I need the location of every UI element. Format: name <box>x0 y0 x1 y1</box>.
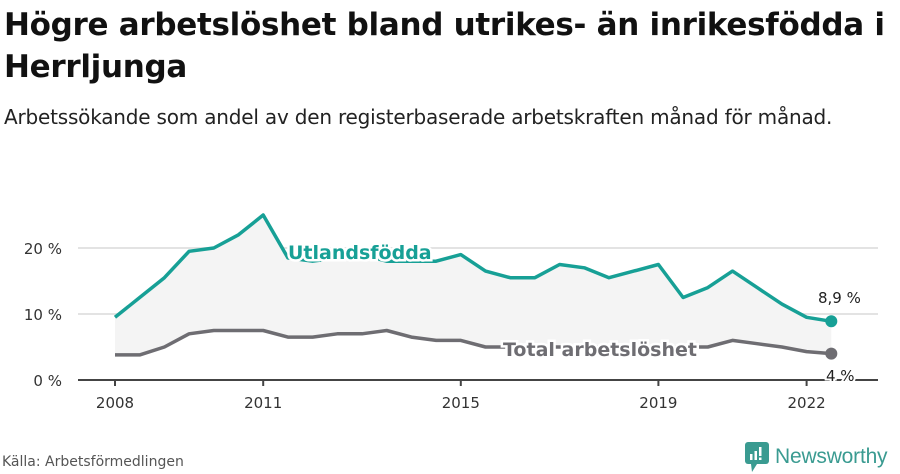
series-line-total <box>115 328 832 357</box>
x-tick-label: 2008 <box>96 394 134 412</box>
bar-chart-speech-bubble-icon <box>745 442 769 472</box>
brand-name: Newsworthy <box>775 445 888 468</box>
end-value-label-utlandsfodda: 8,9 % <box>818 289 861 307</box>
x-tick-label: 2019 <box>639 394 677 412</box>
source-note: Källa: Arbetsförmedlingen <box>2 454 184 470</box>
series-line-utlandsfodda <box>113 213 832 324</box>
x-tick-label: 2011 <box>244 394 282 412</box>
x-tick-label: 2015 <box>442 394 480 412</box>
brand-logo: Newsworthy <box>745 442 888 472</box>
y-tick-label: 0 % <box>33 372 62 390</box>
x-tick-label: 2022 <box>788 394 826 412</box>
y-tick-label: 10 % <box>24 306 62 324</box>
x-axis: 2008 2011 2015 2019 2022 <box>78 379 878 412</box>
chart-title: Högre arbetslöshet bland utrikes- än inr… <box>4 7 885 85</box>
area-between-series <box>115 215 832 355</box>
y-axis: 0 % 10 % 20 % <box>24 240 62 390</box>
end-value-label-total: 4 % <box>826 367 855 385</box>
series-end-marker-utlandsfodda <box>825 315 838 328</box>
chart-subtitle: Arbetssökande som andel av den registerb… <box>4 105 833 129</box>
series-label-total: Total arbetslöshet <box>503 339 697 361</box>
series-label-utlandsfodda: Utlandsfödda <box>288 242 432 264</box>
y-tick-label: 20 % <box>24 240 62 258</box>
series-end-marker-total <box>825 347 838 360</box>
